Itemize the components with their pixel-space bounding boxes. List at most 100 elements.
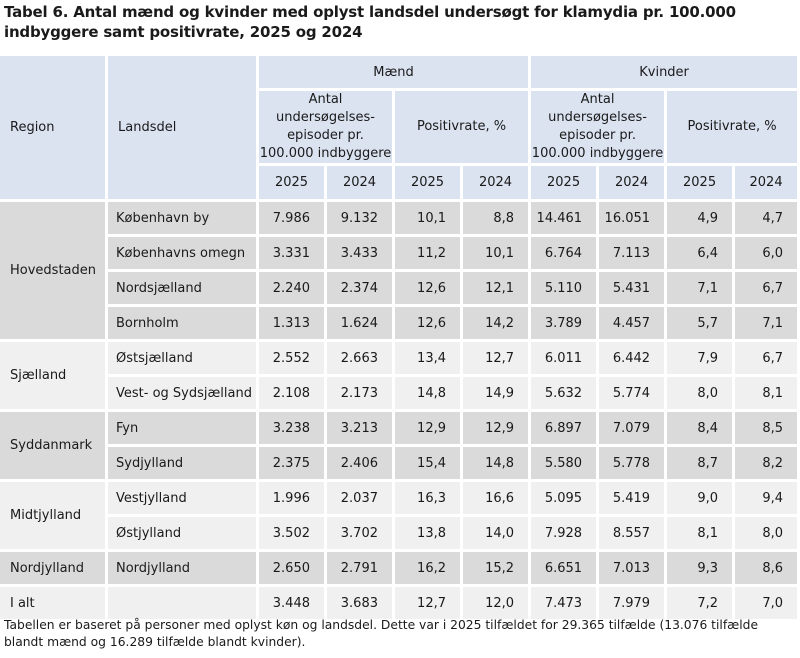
value-cell: 7.079: [599, 412, 668, 447]
value-cell: 2.663: [327, 342, 395, 377]
value-cell: 2.374: [327, 272, 395, 307]
value-cell: 3.702: [327, 517, 395, 552]
region-cell: Midtjylland: [0, 482, 108, 552]
value-cell: 12,9: [395, 412, 463, 447]
header-maend-positivrate: Positivrate, %: [395, 91, 532, 166]
table-row: Nordjylland Nordjylland 2.650 2.791 16,2 15,2…: [0, 552, 800, 587]
value-cell: 5.774: [599, 377, 668, 412]
value-cell: 8,6: [735, 552, 800, 587]
value-cell: 10,1: [395, 202, 463, 237]
header-year: 2025: [531, 166, 600, 202]
value-cell: 2.037: [327, 482, 395, 517]
value-cell: 2.791: [327, 552, 395, 587]
table-row: Bornholm 1.313 1.624 12,6 14,2 3.789 4.457 5,7 7…: [0, 307, 800, 342]
value-cell: 7.473: [531, 587, 600, 622]
value-cell: 8,1: [667, 517, 736, 552]
value-cell: 4,7: [735, 202, 800, 237]
header-year: 2024: [599, 166, 668, 202]
value-cell: 9,0: [667, 482, 736, 517]
value-cell: 5.419: [599, 482, 668, 517]
header-year: 2024: [735, 166, 800, 202]
header-year: 2024: [327, 166, 395, 202]
value-cell: 7,2: [667, 587, 736, 622]
landsdel-cell: Sydjylland: [108, 447, 259, 482]
table-row: Vest- og Sydsjælland 2.108 2.173 14,8 14,9 5.…: [0, 377, 800, 412]
value-cell: 5.431: [599, 272, 668, 307]
region-cell: Sjælland: [0, 342, 108, 412]
landsdel-cell: Vest- og Sydsjælland: [108, 377, 259, 412]
value-cell: 6,7: [735, 342, 800, 377]
header-year: 2025: [259, 166, 327, 202]
table-row: Midtjylland Vestjylland 1.996 2.037 16,3 16,6…: [0, 482, 800, 552]
value-cell: 8,4: [667, 412, 736, 447]
value-cell: 12,7: [395, 587, 463, 622]
value-cell: 6.764: [531, 237, 600, 272]
value-cell: 12,0: [463, 587, 532, 622]
value-cell: 14,9: [463, 377, 532, 412]
table-row: Syddanmark Fyn 3.238 3.213 12,9 12,9 6.897 7.07…: [0, 412, 800, 482]
value-cell: 3.433: [327, 237, 395, 272]
region-cell: Syddanmark: [0, 412, 108, 482]
value-cell: 14,8: [395, 377, 463, 412]
table-title: Tabel 6. Antal mænd og kvinder med oplys…: [4, 3, 736, 41]
value-cell: 7,9: [667, 342, 736, 377]
value-cell: 6.011: [531, 342, 600, 377]
landsdel-cell: Fyn: [108, 412, 259, 447]
value-cell: 14,2: [463, 307, 532, 342]
value-cell: 1.313: [259, 307, 327, 342]
header-landsdel: Landsdel: [108, 56, 259, 202]
header-kvinder-antal: Antal undersøgelses-episoder pr. 100.000…: [531, 91, 668, 166]
header-year: 2025: [395, 166, 463, 202]
table-note: Tabellen er baseret på personer med oply…: [4, 618, 759, 649]
table-row: Hovedstaden København by 7.986 9.132 10,1 8,8…: [0, 202, 800, 342]
value-cell: 3.331: [259, 237, 327, 272]
value-cell: 7,0: [735, 587, 800, 622]
value-cell: 14.461: [531, 202, 600, 237]
value-cell: 8,5: [735, 412, 800, 447]
region-cell: Nordjylland: [0, 552, 108, 587]
value-cell: 3.213: [327, 412, 395, 447]
value-cell: 5.580: [531, 447, 600, 482]
header-region: Region: [0, 56, 108, 202]
header-maend-antal: Antal undersøgelses-episoder pr. 100.000…: [259, 91, 395, 166]
value-cell: 2.406: [327, 447, 395, 482]
value-cell: 3.238: [259, 412, 327, 447]
value-cell: 2.108: [259, 377, 327, 412]
table-row: Nordsjælland 2.240 2.374 12,6 12,1 5.110 5.431…: [0, 272, 800, 307]
value-cell: 8,1: [735, 377, 800, 412]
value-cell: 16.051: [599, 202, 668, 237]
header-year: 2024: [463, 166, 532, 202]
value-cell: 8,8: [463, 202, 532, 237]
value-cell: 14,0: [463, 517, 532, 552]
value-cell: 13,8: [395, 517, 463, 552]
value-cell: 7,1: [667, 272, 736, 307]
table-row: I alt 3.448 3.683 12,7 12,0 7.473 7.979 7,2 7,0: [0, 587, 800, 622]
value-cell: 6.442: [599, 342, 668, 377]
value-cell: 6.651: [531, 552, 600, 587]
value-cell: 14,8: [463, 447, 532, 482]
value-cell: 2.552: [259, 342, 327, 377]
value-cell: 7.928: [531, 517, 600, 552]
value-cell: 8,2: [735, 447, 800, 482]
value-cell: 7.013: [599, 552, 668, 587]
value-cell: 5.110: [531, 272, 600, 307]
klamydia-table: Region Landsdel Mænd Kvinder Antal under…: [0, 56, 800, 622]
value-cell: 2.650: [259, 552, 327, 587]
header-year: 2025: [667, 166, 736, 202]
value-cell: 8.557: [599, 517, 668, 552]
value-cell: 9,4: [735, 482, 800, 517]
value-cell: 3.502: [259, 517, 327, 552]
value-cell: 7,1: [735, 307, 800, 342]
value-cell: 5.095: [531, 482, 600, 517]
value-cell: 5,7: [667, 307, 736, 342]
value-cell: 4,9: [667, 202, 736, 237]
value-cell: 7.113: [599, 237, 668, 272]
value-cell: 12,6: [395, 272, 463, 307]
value-cell: 1.624: [327, 307, 395, 342]
landsdel-cell: Nordjylland: [108, 552, 259, 587]
value-cell: 16,6: [463, 482, 532, 517]
value-cell: 9,3: [667, 552, 736, 587]
value-cell: 12,1: [463, 272, 532, 307]
value-cell: 1.996: [259, 482, 327, 517]
value-cell: 3.789: [531, 307, 600, 342]
